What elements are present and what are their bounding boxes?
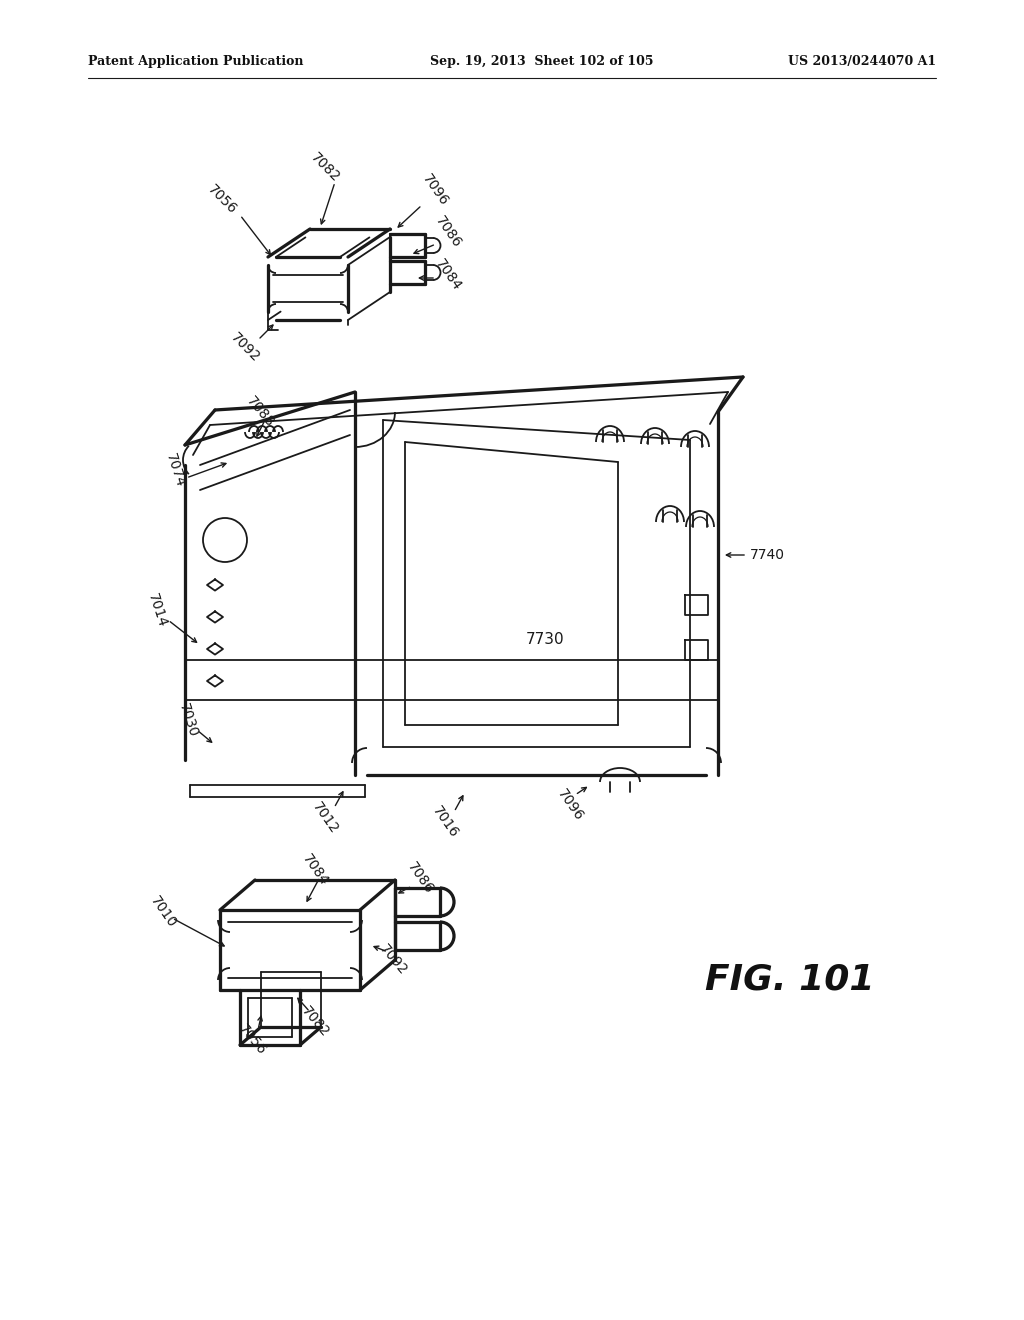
Text: Sep. 19, 2013  Sheet 102 of 105: Sep. 19, 2013 Sheet 102 of 105 [430,55,653,69]
Text: 7012: 7012 [309,800,341,837]
Text: 7092: 7092 [377,942,410,978]
Text: 7730: 7730 [525,632,564,648]
Text: 7014: 7014 [145,591,169,628]
Text: 7016: 7016 [429,804,461,841]
Text: 7082: 7082 [307,150,342,185]
Text: 7056: 7056 [236,1022,268,1057]
Text: 7088: 7088 [244,393,276,430]
Text: 7092: 7092 [227,330,262,366]
Text: 7084: 7084 [299,851,331,888]
Text: US 2013/0244070 A1: US 2013/0244070 A1 [787,55,936,69]
Text: 7030: 7030 [176,701,200,739]
Text: 7740: 7740 [750,548,785,562]
Text: FIG. 101: FIG. 101 [706,964,874,997]
Text: 7096: 7096 [419,172,451,209]
Text: 7074: 7074 [163,451,187,488]
Text: 7086: 7086 [432,214,464,251]
Text: 7086: 7086 [404,859,436,896]
Text: 7010: 7010 [147,894,179,931]
Text: Patent Application Publication: Patent Application Publication [88,55,303,69]
Text: 7056: 7056 [205,182,240,218]
Text: 7096: 7096 [554,787,586,824]
Text: 7084: 7084 [432,256,464,293]
Text: 7082: 7082 [298,1005,332,1040]
